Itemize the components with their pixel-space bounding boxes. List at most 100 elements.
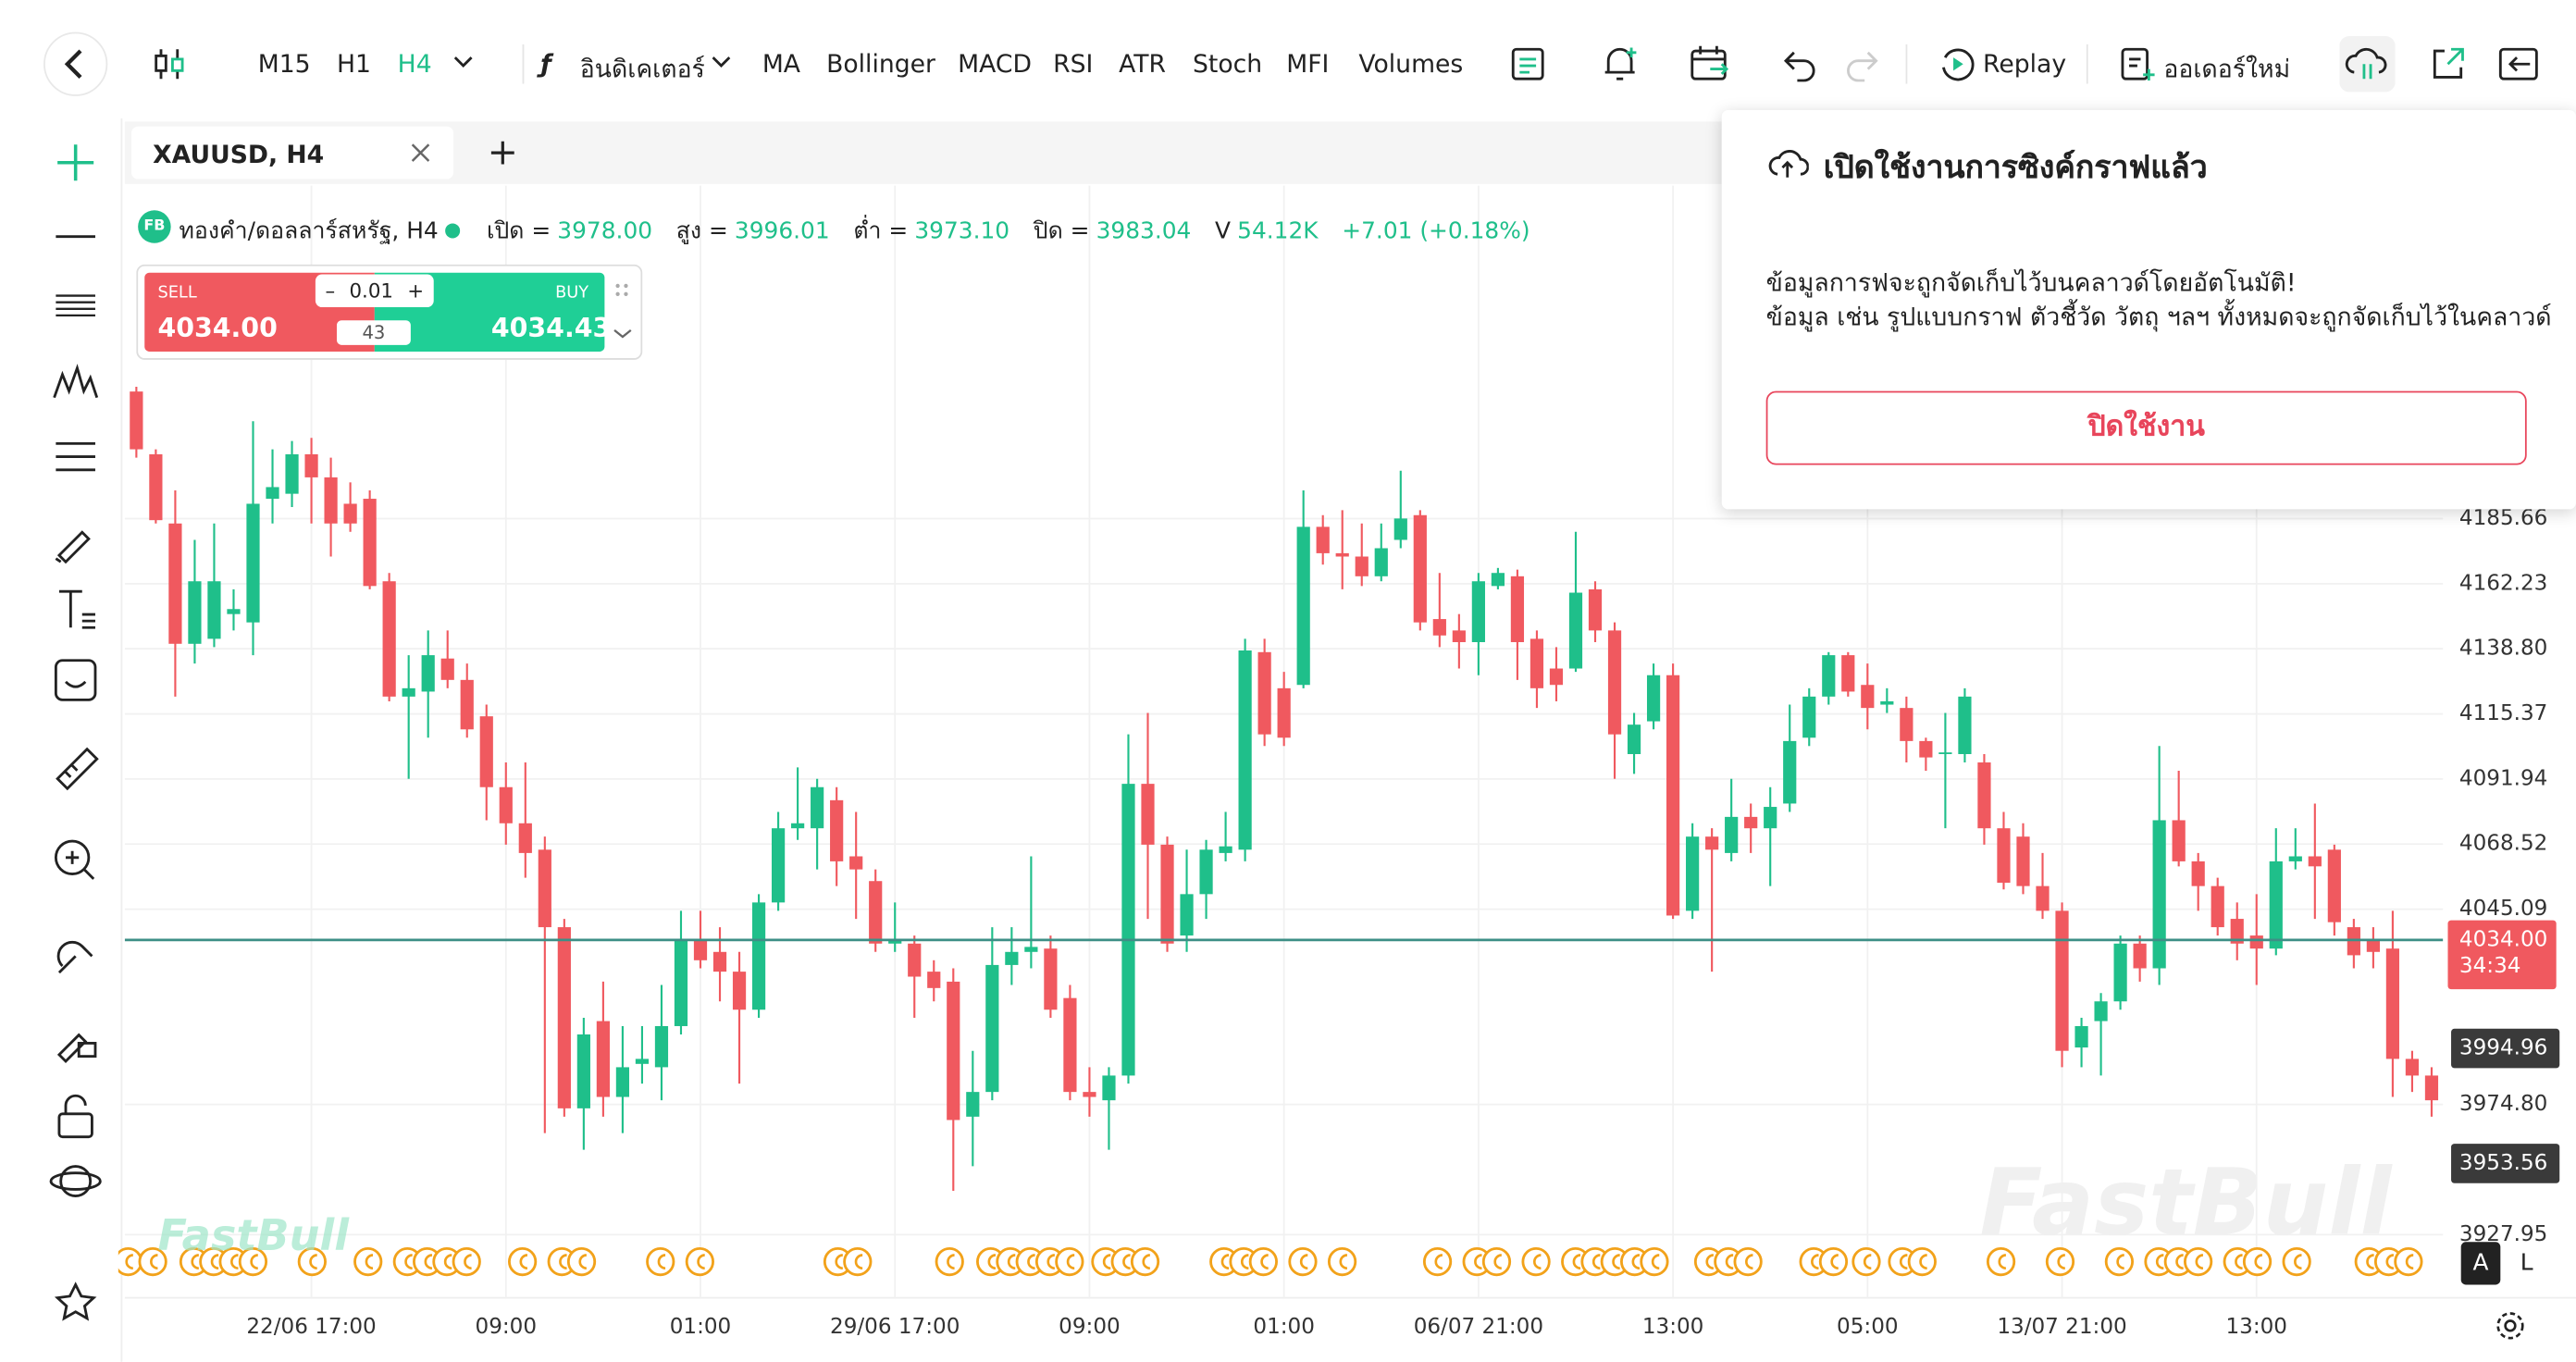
candle-body (1568, 592, 1583, 669)
event-icon (1130, 1246, 1160, 1277)
event-icon (2045, 1246, 2075, 1277)
event-icon (138, 1246, 167, 1277)
marker-label-bg (2451, 1144, 2560, 1183)
widget-handle[interactable] (611, 279, 634, 345)
add-tab[interactable] (488, 138, 517, 167)
dropdown-icon[interactable] (452, 53, 475, 72)
back-button[interactable] (40, 28, 112, 100)
candle-body (557, 927, 571, 1108)
candle-body (227, 609, 241, 614)
event-icon-mark (1299, 1254, 1308, 1270)
event-icon (452, 1246, 481, 1277)
tab[interactable] (131, 126, 454, 180)
y-tick-label: 4162.23 (2459, 571, 2547, 595)
disable-button[interactable]: ปิดใช้งาน (1765, 390, 2527, 465)
lot-input[interactable]: –0.01 + (315, 274, 434, 308)
sell-price: 4034.00 (157, 312, 278, 344)
candle-body (207, 581, 221, 639)
indicator[interactable]: RSI (1053, 49, 1094, 80)
cloud-sync-button[interactable] (2339, 36, 2396, 112)
candle-body (402, 687, 415, 697)
candle-body (635, 1059, 650, 1064)
candle-body (188, 581, 202, 644)
candle-body (1510, 576, 1525, 642)
candle-body (1977, 762, 1991, 829)
timeframe-active[interactable]: H4 (397, 49, 432, 80)
timeframe[interactable]: H1 (336, 49, 371, 80)
candle-body (130, 391, 143, 450)
candle-body (421, 655, 435, 692)
indicator[interactable]: Stoch (1193, 49, 1263, 80)
candle-body (966, 1092, 980, 1117)
event-icon (1327, 1246, 1357, 1277)
candle-body (1530, 638, 1544, 688)
event-icon (2104, 1246, 2135, 1277)
event-icon-mark (464, 1254, 472, 1270)
dropdown-icon[interactable] (710, 53, 733, 72)
event-icon-mark (1745, 1254, 1753, 1270)
indicator-menu[interactable]: อินดิเคเตอร์ (579, 54, 705, 84)
undo-button[interactable] (1781, 44, 1821, 84)
alert-button[interactable] (1599, 43, 1641, 85)
event-icon (2394, 1246, 2423, 1277)
auto-scale-button[interactable]: A (2460, 1242, 2501, 1285)
candle-body (2074, 1025, 2088, 1048)
event-icon-mark (1572, 1254, 1581, 1270)
replay-button[interactable]: Replay (1983, 49, 2067, 80)
indicator[interactable]: Volumes (1358, 49, 1464, 80)
x-tick-label: 06/07 21:00 (1414, 1315, 1543, 1339)
candle-body (149, 454, 163, 521)
event-icon-mark (150, 1254, 158, 1270)
y-tick-label: 4115.37 (2459, 701, 2547, 725)
chart-type-button[interactable] (151, 44, 191, 84)
event-icon-mark (1725, 1254, 1734, 1270)
separator (1905, 43, 1908, 84)
popup-text: ข้อมูลการฟจะถูกจัดเก็บไว้บนคลาวด์โดยอัตโ… (1765, 267, 2297, 298)
tab-close[interactable] (409, 142, 432, 165)
popout-button[interactable] (2428, 44, 2468, 84)
indicator[interactable]: MFI (1286, 49, 1330, 80)
candle-body (324, 477, 338, 524)
indicator[interactable]: Bollinger (826, 49, 935, 80)
event-icon (113, 1246, 143, 1277)
event-icon (1733, 1246, 1763, 1277)
value: 3983.04 (1096, 218, 1192, 245)
x-tick-label: 09:00 (476, 1315, 538, 1339)
event-icon (1248, 1246, 1278, 1277)
status-dot (444, 223, 460, 239)
exit-button[interactable] (2497, 44, 2540, 84)
event-icon (1422, 1246, 1453, 1277)
timeframe[interactable]: M15 (257, 49, 311, 80)
candle-body (2152, 820, 2166, 969)
candle-body (811, 786, 824, 829)
candle-body (985, 964, 999, 1093)
log-scale-button[interactable]: L (2520, 1250, 2533, 1277)
candle-body (1958, 696, 1972, 755)
candle-body (538, 849, 551, 928)
candle-body (2113, 943, 2127, 1002)
event-icon (1818, 1246, 1849, 1277)
lot-plus[interactable]: + (407, 279, 425, 303)
candle-body (751, 902, 766, 1010)
event-icon-mark (1122, 1254, 1131, 1270)
lot-minus[interactable]: – (325, 279, 336, 303)
indicator[interactable]: ATR (1119, 49, 1167, 80)
x-tick-label: 13:00 (1642, 1315, 1704, 1339)
event-icon-mark (1007, 1254, 1016, 1270)
candle-body (791, 823, 805, 829)
template-button[interactable] (1508, 44, 1548, 84)
event-icon (1852, 1246, 1881, 1277)
x-tick-label: 01:00 (670, 1315, 732, 1339)
calendar-button[interactable] (1687, 43, 1733, 85)
indicator[interactable]: MA (762, 49, 801, 80)
candle-body (1160, 844, 1174, 944)
value: 54.12K (1237, 218, 1319, 245)
candle-body (927, 972, 941, 988)
event-icon-mark (191, 1254, 200, 1270)
new-order-button[interactable]: ออเดอร์ใหม่ (2163, 54, 2291, 84)
settings-button[interactable] (2494, 1309, 2527, 1343)
indicator[interactable]: MACD (958, 49, 1032, 80)
drawing-tools[interactable] (49, 135, 102, 1351)
redo-button[interactable] (1841, 44, 1881, 84)
candle-body (2230, 919, 2244, 944)
